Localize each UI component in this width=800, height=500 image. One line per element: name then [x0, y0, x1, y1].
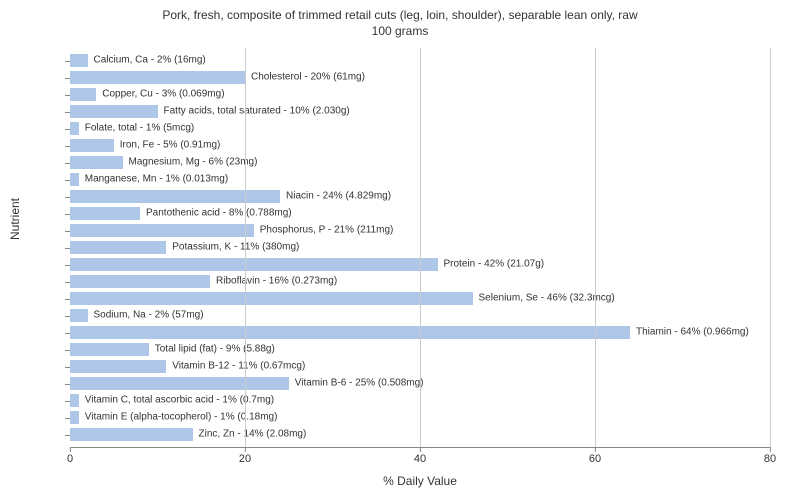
bar: Zinc, Zn - 14% (2.08mg) — [70, 428, 193, 440]
y-tick — [65, 401, 70, 402]
y-tick — [65, 163, 70, 164]
bar: Folate, total - 1% (5mcg) — [70, 122, 79, 134]
bar-label: Riboflavin - 16% (0.273mg) — [216, 276, 337, 287]
bar-label: Thiamin - 64% (0.966mg) — [636, 327, 749, 338]
bar: Total lipid (fat) - 9% (5.88g) — [70, 343, 149, 355]
bar: Iron, Fe - 5% (0.91mg) — [70, 139, 114, 151]
y-tick — [65, 112, 70, 113]
bar: Pantothenic acid - 8% (0.788mg) — [70, 207, 140, 219]
bar: Magnesium, Mg - 6% (23mg) — [70, 156, 123, 168]
bar: Riboflavin - 16% (0.273mg) — [70, 275, 210, 287]
bar: Vitamin B-6 - 25% (0.508mg) — [70, 377, 289, 389]
x-axis-label: % Daily Value — [70, 474, 770, 488]
y-tick — [65, 333, 70, 334]
y-tick — [65, 146, 70, 147]
bar-label: Potassium, K - 11% (380mg) — [172, 242, 299, 253]
y-tick — [65, 248, 70, 249]
plot-area: Calcium, Ca - 2% (16mg) Cholesterol - 20%… — [70, 48, 770, 448]
bar-label: Cholesterol - 20% (61mg) — [251, 72, 365, 83]
x-tick: 80 — [764, 447, 776, 465]
bar: Protein - 42% (21.07g) — [70, 258, 438, 270]
gridline — [770, 48, 771, 447]
bar-label: Niacin - 24% (4.829mg) — [286, 191, 391, 202]
y-tick — [65, 282, 70, 283]
bar: Selenium, Se - 46% (32.3mcg) — [70, 292, 473, 304]
bar-label: Calcium, Ca - 2% (16mg) — [94, 55, 206, 66]
nutrient-chart: Pork, fresh, composite of trimmed retail… — [0, 0, 800, 500]
x-tick: 40 — [414, 447, 426, 465]
y-tick — [65, 78, 70, 79]
bar-label: Phosphorus, P - 21% (211mg) — [260, 225, 394, 236]
bar-label: Manganese, Mn - 1% (0.013mg) — [85, 174, 228, 185]
bar-label: Iron, Fe - 5% (0.91mg) — [120, 140, 221, 151]
y-tick — [65, 61, 70, 62]
y-tick — [65, 316, 70, 317]
x-tick: 20 — [239, 447, 251, 465]
title-line-1: Pork, fresh, composite of trimmed retail… — [162, 8, 637, 22]
bar-label: Sodium, Na - 2% (57mg) — [94, 310, 204, 321]
bar-label: Copper, Cu - 3% (0.069mg) — [102, 89, 224, 100]
bar-label: Protein - 42% (21.07g) — [444, 259, 545, 270]
bar-label: Fatty acids, total saturated - 10% (2.03… — [164, 106, 350, 117]
bar: Sodium, Na - 2% (57mg) — [70, 309, 88, 321]
y-tick — [65, 265, 70, 266]
bar: Vitamin C, total ascorbic acid - 1% (0.7… — [70, 394, 79, 406]
bar: Phosphorus, P - 21% (211mg) — [70, 224, 254, 236]
gridline — [420, 48, 421, 447]
y-tick — [65, 367, 70, 368]
y-tick — [65, 180, 70, 181]
bar-label: Vitamin B-12 - 11% (0.67mcg) — [172, 361, 305, 372]
bar: Vitamin E (alpha-tocopherol) - 1% (0.18m… — [70, 411, 79, 423]
y-tick — [65, 418, 70, 419]
y-tick — [65, 214, 70, 215]
bar: Cholesterol - 20% (61mg) — [70, 71, 245, 83]
y-tick — [65, 299, 70, 300]
bar: Niacin - 24% (4.829mg) — [70, 190, 280, 202]
bar-label: Vitamin B-6 - 25% (0.508mg) — [295, 378, 424, 389]
bar: Calcium, Ca - 2% (16mg) — [70, 54, 88, 66]
bar: Fatty acids, total saturated - 10% (2.03… — [70, 105, 158, 117]
bar-label: Vitamin E (alpha-tocopherol) - 1% (0.18m… — [85, 412, 278, 423]
bar-label: Total lipid (fat) - 9% (5.88g) — [155, 344, 275, 355]
y-tick — [65, 197, 70, 198]
y-tick — [65, 435, 70, 436]
y-tick — [65, 231, 70, 232]
y-tick — [65, 384, 70, 385]
bar: Vitamin B-12 - 11% (0.67mcg) — [70, 360, 166, 372]
bar: Copper, Cu - 3% (0.069mg) — [70, 88, 96, 100]
y-tick — [65, 350, 70, 351]
bar-label: Zinc, Zn - 14% (2.08mg) — [199, 429, 307, 440]
bar: Thiamin - 64% (0.966mg) — [70, 326, 630, 338]
bar-label: Pantothenic acid - 8% (0.788mg) — [146, 208, 292, 219]
chart-title: Pork, fresh, composite of trimmed retail… — [0, 8, 800, 39]
bar: Potassium, K - 11% (380mg) — [70, 241, 166, 253]
bar-label: Magnesium, Mg - 6% (23mg) — [129, 157, 258, 168]
y-axis-label: Nutrient — [8, 198, 22, 240]
bar: Manganese, Mn - 1% (0.013mg) — [70, 173, 79, 185]
y-tick — [65, 129, 70, 130]
bar-label: Folate, total - 1% (5mcg) — [85, 123, 194, 134]
x-tick: 60 — [589, 447, 601, 465]
x-tick: 0 — [67, 447, 73, 465]
title-line-2: 100 grams — [372, 24, 429, 38]
gridline — [595, 48, 596, 447]
y-tick — [65, 95, 70, 96]
gridline — [245, 48, 246, 447]
